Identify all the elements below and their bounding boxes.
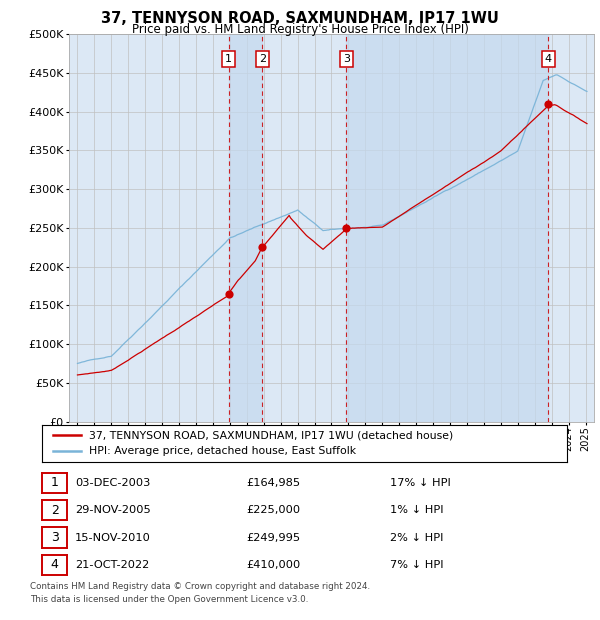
Text: Contains HM Land Registry data © Crown copyright and database right 2024.: Contains HM Land Registry data © Crown c… bbox=[30, 582, 370, 591]
Text: £410,000: £410,000 bbox=[246, 560, 300, 570]
Text: 37, TENNYSON ROAD, SAXMUNDHAM, IP17 1WU: 37, TENNYSON ROAD, SAXMUNDHAM, IP17 1WU bbox=[101, 11, 499, 26]
Text: 1% ↓ HPI: 1% ↓ HPI bbox=[390, 505, 443, 515]
Text: 4: 4 bbox=[545, 55, 552, 64]
Text: £225,000: £225,000 bbox=[246, 505, 300, 515]
Text: 1: 1 bbox=[225, 55, 232, 64]
Text: £164,985: £164,985 bbox=[246, 478, 300, 488]
Text: 21-OCT-2022: 21-OCT-2022 bbox=[75, 560, 149, 570]
Text: 3: 3 bbox=[343, 55, 350, 64]
Text: 4: 4 bbox=[50, 559, 59, 571]
Text: 15-NOV-2010: 15-NOV-2010 bbox=[75, 533, 151, 542]
Point bbox=[544, 99, 553, 108]
Bar bbox=[229, 34, 262, 422]
Text: 17% ↓ HPI: 17% ↓ HPI bbox=[390, 478, 451, 488]
Text: 3: 3 bbox=[50, 531, 59, 544]
Point bbox=[224, 289, 233, 299]
Text: HPI: Average price, detached house, East Suffolk: HPI: Average price, detached house, East… bbox=[89, 446, 356, 456]
Text: 37, TENNYSON ROAD, SAXMUNDHAM, IP17 1WU (detached house): 37, TENNYSON ROAD, SAXMUNDHAM, IP17 1WU … bbox=[89, 430, 454, 440]
Text: 2% ↓ HPI: 2% ↓ HPI bbox=[390, 533, 443, 542]
Point bbox=[257, 242, 267, 252]
Text: £249,995: £249,995 bbox=[246, 533, 300, 542]
Text: This data is licensed under the Open Government Licence v3.0.: This data is licensed under the Open Gov… bbox=[30, 595, 308, 604]
Text: Price paid vs. HM Land Registry's House Price Index (HPI): Price paid vs. HM Land Registry's House … bbox=[131, 23, 469, 36]
Text: 29-NOV-2005: 29-NOV-2005 bbox=[75, 505, 151, 515]
Text: 03-DEC-2003: 03-DEC-2003 bbox=[75, 478, 151, 488]
Text: 2: 2 bbox=[259, 55, 266, 64]
Text: 7% ↓ HPI: 7% ↓ HPI bbox=[390, 560, 443, 570]
Point bbox=[341, 223, 351, 233]
Text: 2: 2 bbox=[50, 504, 59, 516]
Text: 1: 1 bbox=[50, 477, 59, 489]
Bar bbox=[346, 34, 548, 422]
